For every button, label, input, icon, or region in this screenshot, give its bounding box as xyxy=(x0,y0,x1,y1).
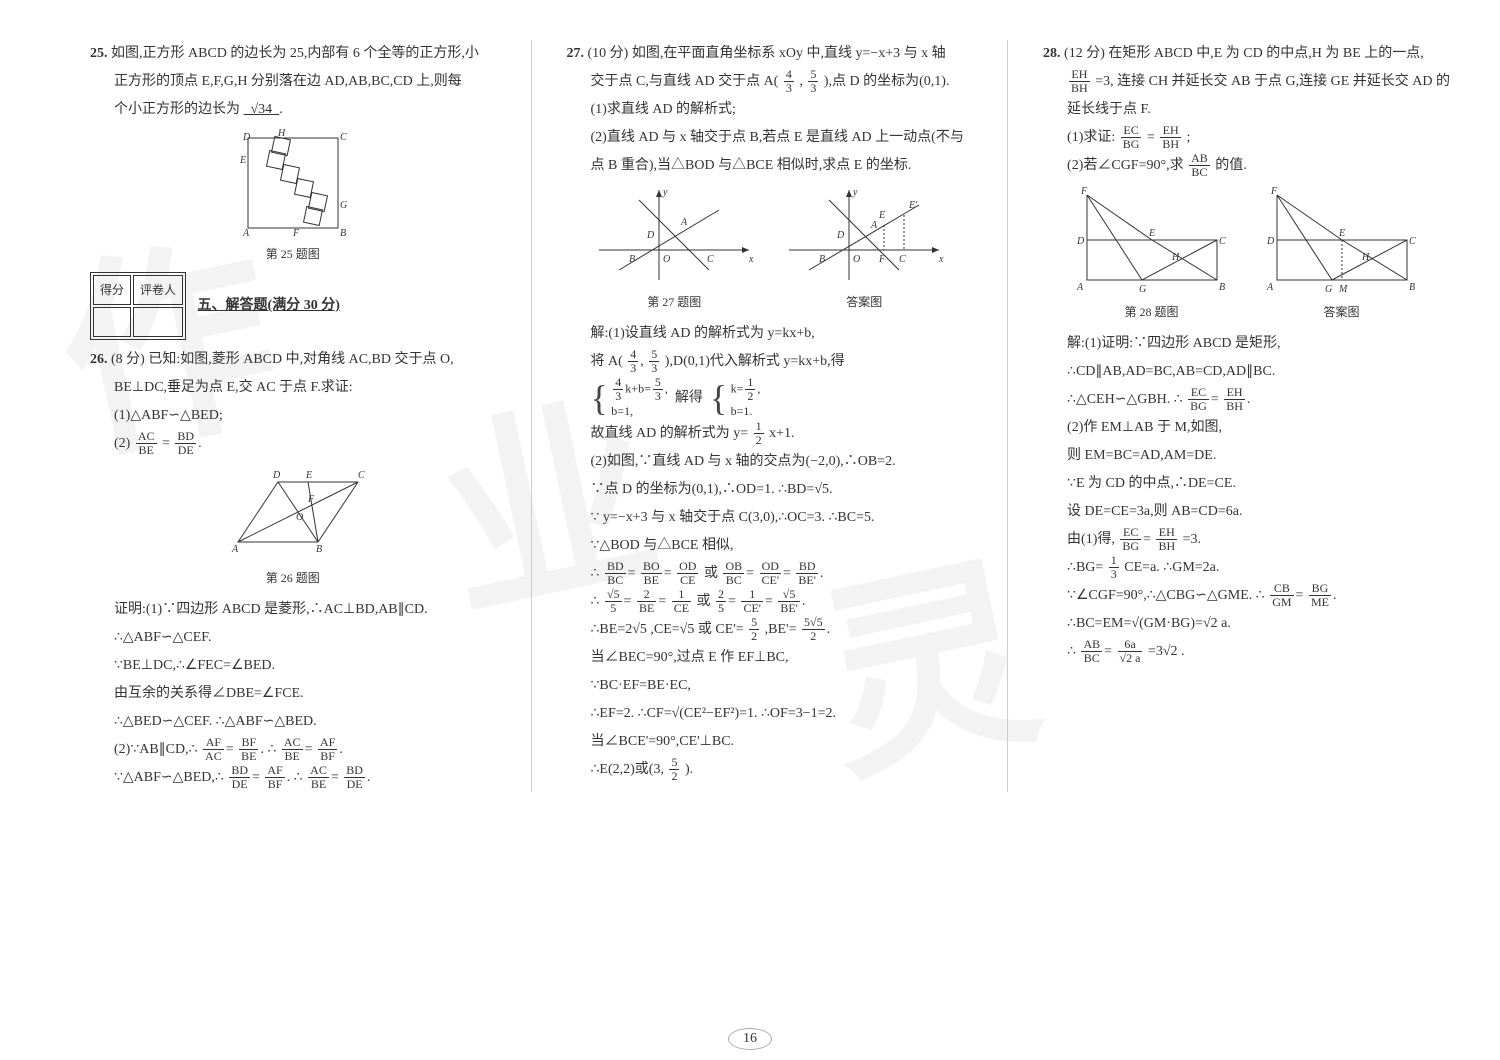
svg-text:E: E xyxy=(878,210,885,221)
svg-text:A: A xyxy=(870,220,878,231)
svg-text:O: O xyxy=(853,254,860,265)
svg-text:D: D xyxy=(1266,236,1275,247)
q25-caption: 第 25 题图 xyxy=(90,242,496,266)
svg-text:F: F xyxy=(307,494,315,505)
svg-text:B: B xyxy=(1409,282,1415,293)
q26-num: 26. xyxy=(90,352,108,367)
svg-text:M: M xyxy=(1338,284,1348,295)
svg-text:A: A xyxy=(1076,282,1084,293)
svg-text:C: C xyxy=(1219,236,1226,247)
svg-text:H: H xyxy=(1361,252,1370,263)
q25-text-c: 个小正方形的边长为 xyxy=(114,102,240,117)
q27-text-a: 如图,在平面直角坐标系 xOy 中,直线 y=−x+3 与 x 轴 xyxy=(632,46,946,61)
score-box: 得分评卷人 xyxy=(90,272,186,340)
q25-figure: D H C E G A F B xyxy=(228,128,358,238)
column-1: 25. 如图,正方形 ABCD 的边长为 25,内部有 6 个全等的正方形,小 … xyxy=(90,40,496,792)
svg-text:C: C xyxy=(358,470,365,481)
svg-text:G: G xyxy=(1325,284,1332,295)
svg-text:y: y xyxy=(662,187,668,198)
svg-text:B: B xyxy=(629,254,635,265)
q28-solution: 解:(1)证明:∵四边形 ABCD 是矩形, ∴CD∥AB,AD=BC,AB=C… xyxy=(1043,330,1450,666)
q28-points: (12 分) xyxy=(1064,46,1105,61)
svg-text:D: D xyxy=(242,132,251,143)
svg-text:G: G xyxy=(1139,284,1146,295)
q27: 27. (10 分) 如图,在平面直角坐标系 xOy 中,直线 y=−x+3 与… xyxy=(567,40,973,180)
svg-text:D: D xyxy=(272,470,281,481)
column-2: 27. (10 分) 如图,在平面直角坐标系 xOy 中,直线 y=−x+3 与… xyxy=(567,40,973,792)
section-5-header: 得分评卷人 五、解答题(满分 30 分) xyxy=(90,272,496,340)
svg-text:A: A xyxy=(680,217,688,228)
svg-text:G: G xyxy=(340,200,347,211)
q28-fig-right: F D E C H A MG B xyxy=(1257,180,1427,300)
q26: 26. (8 分) 已知:如图,菱形 ABCD 中,对角线 AC,BD 交于点 … xyxy=(90,346,496,458)
q26-points: (8 分) xyxy=(111,352,145,367)
q28-cap-r: 答案图 xyxy=(1257,300,1427,324)
q28-cap-l: 第 28 题图 xyxy=(1067,300,1237,324)
page-content: 25. 如图,正方形 ABCD 的边长为 25,内部有 6 个全等的正方形,小 … xyxy=(0,0,1500,812)
svg-text:E: E xyxy=(305,470,312,481)
q27-fig-right: y AE E' D B O F Cx xyxy=(779,180,949,290)
column-divider xyxy=(1007,40,1008,792)
q26-proof: 证明:(1)∵四边形 ABCD 是菱形,∴AC⊥BD,AB∥CD. ∴△ABF∽… xyxy=(90,596,496,792)
q28-fig-left: F D E C H A G B xyxy=(1067,180,1237,300)
svg-text:H: H xyxy=(1171,252,1180,263)
page-number: 16 xyxy=(728,1028,772,1050)
svg-text:F: F xyxy=(1270,186,1278,197)
q27-cap-r: 答案图 xyxy=(779,290,949,314)
svg-text:A: A xyxy=(242,228,250,238)
svg-text:O: O xyxy=(296,512,303,523)
q28-num: 28. xyxy=(1043,46,1061,61)
q26-part2: (2) ACBE = BDDE. xyxy=(90,430,496,458)
svg-text:B: B xyxy=(1219,282,1225,293)
q27-fig-left: y A D B O Cx xyxy=(589,180,759,290)
svg-text:A: A xyxy=(1266,282,1274,293)
q28: 28. (12 分) 在矩形 ABCD 中,E 为 CD 的中点,H 为 BE … xyxy=(1043,40,1450,180)
q28-text-a: 在矩形 ABCD 中,E 为 CD 的中点,H 为 BE 上的一点, xyxy=(1108,46,1423,61)
q25-answer: √34 xyxy=(244,102,280,117)
svg-text:y: y xyxy=(852,187,858,198)
q27-points: (10 分) xyxy=(588,46,629,61)
svg-text:D: D xyxy=(1076,236,1085,247)
column-divider xyxy=(531,40,532,792)
svg-text:D: D xyxy=(836,230,845,241)
q28-figures: F DEC H AGB F DEC H AMGB xyxy=(1043,180,1450,300)
svg-text:F: F xyxy=(878,254,886,265)
q25: 25. 如图,正方形 ABCD 的边长为 25,内部有 6 个全等的正方形,小 … xyxy=(90,40,496,124)
q26-part1: (1)△ABF∽△BED; xyxy=(90,402,496,430)
q25-text-b: 正方形的顶点 E,F,G,H 分别落在边 AD,AB,BC,CD 上,则每 xyxy=(90,68,496,96)
svg-text:O: O xyxy=(663,254,670,265)
svg-text:H: H xyxy=(277,128,286,139)
q27-figures: yA DB OCx yAEE' DB OFCx xyxy=(567,180,973,290)
q25-text-a: 如图,正方形 ABCD 的边长为 25,内部有 6 个全等的正方形,小 xyxy=(111,46,479,61)
svg-text:x: x xyxy=(938,254,944,265)
svg-text:B: B xyxy=(316,544,322,555)
q26-figure: D E C FO A B xyxy=(208,462,378,562)
svg-text:C: C xyxy=(1409,236,1416,247)
svg-text:C: C xyxy=(899,254,906,265)
svg-text:E': E' xyxy=(908,200,918,211)
svg-text:A: A xyxy=(231,544,239,555)
q26-text-a: 已知:如图,菱形 ABCD 中,对角线 AC,BD 交于点 O, xyxy=(148,352,453,367)
svg-text:F: F xyxy=(292,228,300,238)
column-3: 28. (12 分) 在矩形 ABCD 中,E 为 CD 的中点,H 为 BE … xyxy=(1043,40,1450,792)
svg-text:F: F xyxy=(1080,186,1088,197)
svg-text:B: B xyxy=(819,254,825,265)
q27-solution: 解:(1)设直线 AD 的解析式为 y=kx+b, 将 A( 43, 53 ),… xyxy=(567,320,973,784)
q25-num: 25. xyxy=(90,46,108,61)
q26-text-b: BE⊥DC,垂足为点 E,交 AC 于点 F.求证: xyxy=(90,374,496,402)
svg-text:E: E xyxy=(1338,228,1345,239)
section-5-title: 五、解答题(满分 30 分) xyxy=(198,298,340,313)
svg-text:D: D xyxy=(646,230,655,241)
svg-text:E: E xyxy=(239,155,246,166)
q27-num: 27. xyxy=(567,46,585,61)
svg-text:C: C xyxy=(340,132,347,143)
svg-text:x: x xyxy=(748,254,754,265)
q26-caption: 第 26 题图 xyxy=(90,566,496,590)
q27-cap-l: 第 27 题图 xyxy=(589,290,759,314)
svg-text:B: B xyxy=(340,228,346,238)
svg-text:C: C xyxy=(707,254,714,265)
svg-text:E: E xyxy=(1148,228,1155,239)
